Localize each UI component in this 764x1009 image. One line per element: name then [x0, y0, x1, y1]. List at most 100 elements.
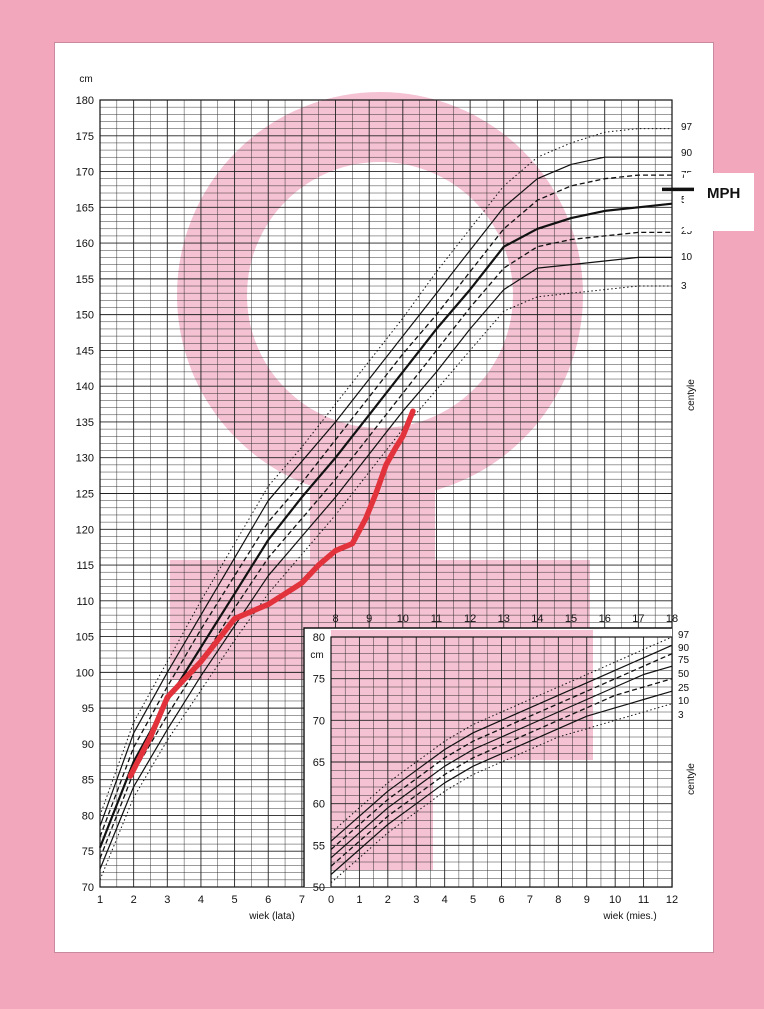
- y-tick-label: 70: [82, 882, 94, 894]
- centile-label-90: 90: [681, 148, 693, 159]
- x-tick-label: 18: [666, 613, 678, 625]
- inset-centile-curve-10: [330, 690, 673, 875]
- patient-growth-curve: [127, 408, 416, 779]
- centile-curve-75: [99, 174, 672, 838]
- inset-border: [303, 627, 672, 887]
- x-tick-label: 16: [599, 613, 611, 625]
- inset-x-tick-label: 6: [498, 894, 504, 906]
- y-tick-label: 140: [76, 381, 94, 393]
- centile-curve-50: [98, 202, 673, 849]
- y-tick-label: 115: [76, 560, 94, 572]
- inset-x-axis-label: wiek (mies.): [602, 911, 656, 922]
- inset-x-tick-label: 4: [442, 894, 448, 906]
- inset-watermark-stem-2: [331, 630, 433, 870]
- inset-x-tick-label: 7: [527, 894, 533, 906]
- y-tick-label: 105: [76, 632, 94, 644]
- x-tick-label: 7: [299, 894, 305, 906]
- centile-curve-90: [99, 156, 672, 827]
- x-tick-label: 6: [265, 894, 271, 906]
- y-tick-label: 180: [76, 95, 94, 107]
- x-tick-label: 13: [498, 613, 510, 625]
- centile-label-97: 97: [681, 122, 693, 133]
- inset-centile-curve-75: [330, 653, 673, 850]
- y-tick-label: 160: [76, 238, 94, 250]
- inset-x-tick-label: 9: [584, 894, 590, 906]
- inset-y-tick-label: 70: [313, 715, 325, 727]
- inset-centile-label-25: 25: [678, 683, 690, 694]
- y-tick-label: 125: [76, 489, 94, 501]
- inset-y-tick-label: 50: [313, 882, 325, 894]
- inset-centile-label-50: 50: [678, 669, 690, 680]
- inset-centile-label-10: 10: [678, 696, 690, 707]
- watermark-ring: [177, 92, 583, 498]
- inset-y-axis-unit-label: cm: [310, 650, 323, 661]
- mph-label: MPH: [707, 185, 740, 202]
- inset-x-tick-label: 0: [328, 894, 334, 906]
- centile-axis-label: centyle: [686, 379, 697, 411]
- centile-label-25: 25: [681, 226, 693, 237]
- y-tick-label: 150: [76, 310, 94, 322]
- x-tick-label: 2: [131, 894, 137, 906]
- inset-centile-axis-label: centyle: [686, 763, 697, 795]
- inset-x-tick-label: 3: [413, 894, 419, 906]
- y-tick-label: 80: [82, 810, 94, 822]
- mph-box: [684, 173, 754, 231]
- x-tick-label: 8: [332, 613, 338, 625]
- inset-y-tick-label: 80: [313, 632, 325, 644]
- inset-x-tick-label: 5: [470, 894, 476, 906]
- y-tick-label: 170: [76, 167, 94, 179]
- y-axis-unit-label: cm: [79, 74, 92, 85]
- inset-y-tick-label: 55: [313, 840, 325, 852]
- y-tick-label: 155: [76, 274, 94, 286]
- inset-x-tick-label: 11: [638, 894, 649, 906]
- inset-centile-label-75: 75: [678, 655, 690, 666]
- x-tick-label: 15: [565, 613, 577, 625]
- inset-x-tick-label: 12: [666, 894, 678, 906]
- x-tick-label: 5: [232, 894, 238, 906]
- inset-x-tick-label: 10: [609, 894, 621, 906]
- y-tick-label: 100: [76, 667, 94, 679]
- inset-centile-curve-25: [330, 678, 673, 867]
- y-tick-label: 165: [76, 202, 94, 214]
- inset-y-tick-label: 65: [313, 757, 325, 769]
- inset-x-tick-label: 1: [356, 894, 362, 906]
- y-tick-label: 110: [76, 596, 94, 608]
- mph-marker: [662, 173, 754, 231]
- x-tick-label: 17: [632, 613, 644, 625]
- x-tick-label: 1: [97, 894, 103, 906]
- x-tick-label: 12: [464, 613, 476, 625]
- inset-centile-curve-50: [330, 665, 673, 859]
- x-tick-label: 11: [431, 613, 442, 625]
- x-tick-label: 4: [198, 894, 204, 906]
- inset-centile-label-3: 3: [678, 710, 684, 721]
- inset-centile-label-97: 97: [678, 630, 690, 641]
- y-tick-label: 145: [76, 345, 94, 357]
- main-centile-curves: [98, 128, 673, 880]
- y-tick-label: 175: [76, 131, 94, 143]
- inset-centile-curves: [330, 636, 673, 884]
- y-tick-label: 75: [82, 846, 94, 858]
- x-tick-label: 14: [531, 613, 543, 625]
- x-tick-label: 3: [164, 894, 170, 906]
- x-tick-label: 9: [366, 613, 372, 625]
- centile-curve-3: [99, 285, 672, 880]
- inset-centile-curve-90: [330, 644, 673, 842]
- y-tick-label: 130: [76, 453, 94, 465]
- y-tick-label: 90: [82, 739, 94, 751]
- x-axis-label: wiek (lata): [248, 911, 295, 922]
- inset-x-tick-label: 8: [555, 894, 561, 906]
- y-tick-label: 95: [82, 703, 94, 715]
- y-tick-label: 135: [76, 417, 94, 429]
- inset-centile-label-90: 90: [678, 643, 690, 654]
- x-tick-label: 10: [397, 613, 409, 625]
- y-tick-label: 85: [82, 775, 94, 787]
- centile-label-3: 3: [681, 281, 687, 292]
- centile-curve-10: [99, 256, 672, 870]
- inset-plot-frame: [330, 636, 673, 888]
- inset-y-tick-label: 75: [313, 674, 325, 686]
- centile-label-10: 10: [681, 252, 693, 263]
- inset-y-tick-label: 60: [313, 799, 325, 811]
- inset-x-tick-label: 2: [385, 894, 391, 906]
